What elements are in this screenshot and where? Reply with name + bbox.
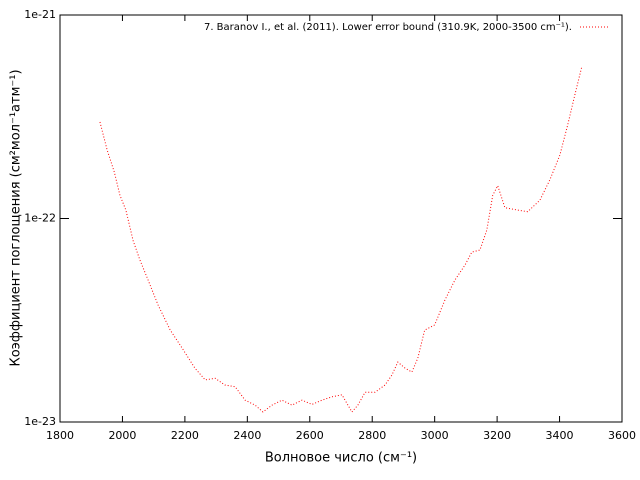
x-tick-label: 2200 — [171, 429, 199, 442]
x-tick-label: 3400 — [546, 429, 574, 442]
x-tick-label: 3000 — [421, 429, 449, 442]
x-tick-label: 2000 — [108, 429, 136, 442]
x-tick-label: 2600 — [296, 429, 324, 442]
x-tick-label: 2800 — [358, 429, 386, 442]
y-tick-label: 1e-23 — [24, 415, 56, 428]
x-axis-label: Волновое число (см⁻¹) — [265, 451, 417, 466]
x-tick-label: 2400 — [233, 429, 261, 442]
x-tick-label: 3600 — [608, 429, 636, 442]
x-tick-label: 3200 — [483, 429, 511, 442]
plot-frame — [59, 14, 623, 423]
data-line — [99, 66, 583, 413]
legend-label: 7. Baranov I., et al. (2011). Lower erro… — [204, 22, 572, 33]
y-tick-label: 1e-21 — [24, 8, 56, 21]
x-tick-label: 1800 — [46, 429, 74, 442]
y-axis-label: Коэффициент поглощения (см²мол⁻¹атм⁻¹) — [9, 69, 24, 366]
y-tick-label: 1e-22 — [24, 212, 56, 225]
